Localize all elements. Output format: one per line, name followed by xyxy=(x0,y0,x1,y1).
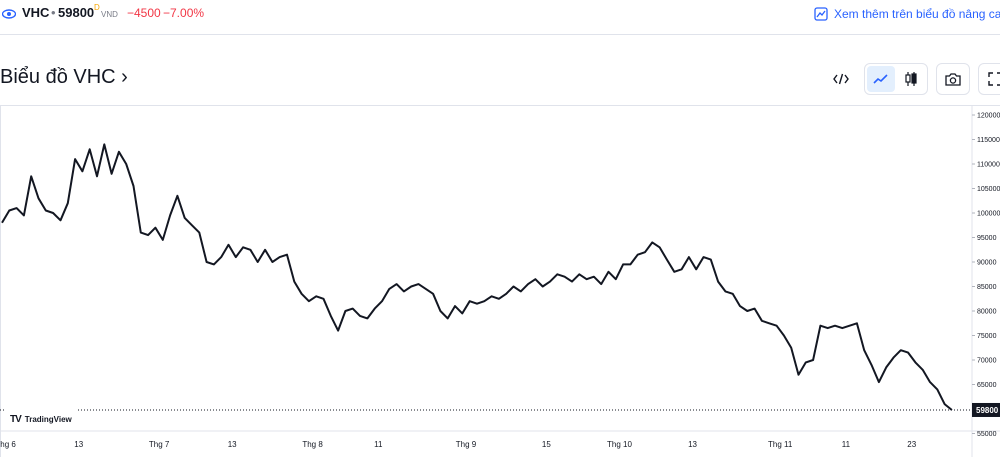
x-tick-label: Thg 9 xyxy=(456,440,477,449)
y-tick-label: 75000 xyxy=(977,333,997,340)
header-divider xyxy=(0,34,1000,35)
ticker-price: 59800 xyxy=(58,5,95,20)
price-chart-svg[interactable]: 120000 115000 110000 105000 100000 95000 90000… xyxy=(0,105,1000,457)
x-tick-label: 11 xyxy=(842,440,851,449)
candlestick-icon xyxy=(905,72,917,86)
y-tick-label: 70000 xyxy=(977,358,997,365)
last-price-label: 59800 xyxy=(976,406,999,415)
line-chart-button[interactable] xyxy=(867,66,895,92)
eye-icon[interactable] xyxy=(2,9,16,19)
y-tick-label: 110000 xyxy=(977,162,1000,169)
ticker-symbol[interactable]: VHC xyxy=(22,5,50,20)
y-tick-label: 65000 xyxy=(977,382,997,389)
x-tick-label: 13 xyxy=(688,440,697,449)
line-chart-icon xyxy=(873,74,888,84)
tradingview-name: TradingView xyxy=(24,414,72,424)
embed-button[interactable] xyxy=(826,63,856,95)
chart-title-link[interactable]: Biểu đồ VHC › xyxy=(0,66,128,88)
x-tick-label: 13 xyxy=(74,440,83,449)
y-tick-label: 105000 xyxy=(977,186,1000,193)
y-tick-label: 55000 xyxy=(977,431,997,438)
last-price-tag xyxy=(972,402,1000,417)
price-series-line xyxy=(1,143,953,411)
advanced-chart-link-label: Xem thêm trên biểu đồ nâng cao xyxy=(834,7,1000,21)
price-flag: D xyxy=(94,3,100,12)
y-tick-label: 95000 xyxy=(977,235,997,242)
candlestick-chart-button[interactable] xyxy=(897,66,925,92)
x-tick-label: Thg 6 xyxy=(0,440,16,449)
x-tick-label: Thg 11 xyxy=(768,440,793,449)
x-tick-label: 23 xyxy=(907,440,916,449)
fullscreen-icon xyxy=(988,72,1000,86)
ticker-change-percent: −7.00% xyxy=(163,6,205,20)
ticker-currency: VND xyxy=(101,10,118,19)
x-tick-label: Thg 7 xyxy=(149,440,170,449)
y-tick-label: 115000 xyxy=(977,137,1000,144)
ticker-change: −4500 xyxy=(127,6,161,20)
price-chart[interactable]: 120000 115000 110000 105000 100000 95000 90000… xyxy=(0,105,1000,457)
advanced-chart-link[interactable]: Xem thêm trên biểu đồ nâng cao xyxy=(814,5,1000,23)
chart-type-toggle xyxy=(864,63,928,95)
y-tick-label: 90000 xyxy=(977,260,997,267)
x-tick-label: 15 xyxy=(542,440,551,449)
y-tick-label: 80000 xyxy=(977,309,997,316)
fullscreen-button[interactable] xyxy=(978,63,1000,95)
x-tick-label: Thg 10 xyxy=(607,440,632,449)
code-icon xyxy=(833,73,849,85)
x-tick-label: 11 xyxy=(374,440,383,449)
ticker-separator: • xyxy=(51,5,56,20)
y-tick-label: 120000 xyxy=(977,113,1000,120)
chart-link-icon xyxy=(814,7,828,21)
y-tick-label: 85000 xyxy=(977,284,997,291)
y-tick-label: 100000 xyxy=(977,211,1000,218)
camera-icon xyxy=(945,73,961,86)
ticker-bar: VHC • 59800 D VND −4500 −7.00% Xem thêm … xyxy=(0,0,1000,28)
tradingview-badge[interactable]: TV TradingView xyxy=(5,409,77,429)
x-tick-label: Thg 8 xyxy=(302,440,323,449)
x-tick-label: 13 xyxy=(228,440,237,449)
snapshot-button[interactable] xyxy=(936,63,970,95)
tradingview-logo: TV xyxy=(10,413,22,425)
